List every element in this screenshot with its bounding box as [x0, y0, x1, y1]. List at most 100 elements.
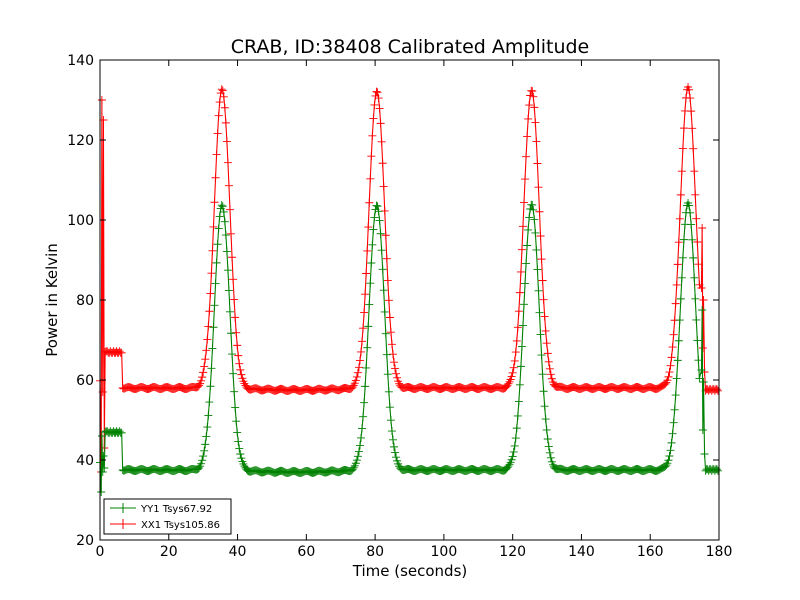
data-point-marker [390, 442, 399, 451]
data-point-marker [510, 356, 519, 365]
data-point-marker [546, 453, 555, 462]
data-point-marker [200, 362, 209, 371]
data-point-marker [541, 415, 550, 424]
data-point-marker [532, 245, 541, 254]
data-point-marker [372, 87, 381, 96]
data-point-marker [365, 198, 374, 207]
y-tick-label: 40 [76, 453, 94, 469]
data-point-marker [534, 183, 543, 192]
data-point-marker [698, 224, 707, 232]
y-tick-label: 80 [76, 293, 94, 309]
data-point-marker [228, 253, 237, 262]
data-point-marker [355, 356, 364, 365]
data-point-marker [523, 241, 532, 250]
data-point-marker [698, 306, 707, 314]
data-point-marker [677, 167, 686, 176]
data-point-marker [239, 459, 248, 468]
data-point-marker [208, 344, 217, 353]
data-point-marker [232, 328, 241, 337]
data-point-marker [218, 202, 227, 211]
data-point-marker [675, 316, 684, 325]
data-point-marker [388, 350, 397, 359]
data-point-marker [670, 405, 679, 414]
data-point-marker [201, 440, 210, 449]
data-point-marker [392, 369, 401, 378]
y-axis-label: Power in Kelvin [43, 243, 61, 357]
data-point-marker [671, 299, 680, 308]
series-yy1 [96, 199, 722, 496]
data-point-marker [357, 347, 366, 356]
data-point-marker [115, 427, 124, 436]
data-point-marker [691, 294, 700, 303]
data-point-marker [510, 441, 519, 450]
data-point-marker [513, 323, 522, 332]
data-point-marker [207, 269, 216, 278]
data-point-marker [222, 247, 231, 256]
data-point-marker [543, 349, 552, 358]
data-point-marker [198, 373, 207, 382]
data-point-marker [695, 280, 704, 289]
data-point-marker [668, 343, 677, 352]
data-point-marker [359, 412, 368, 421]
data-point-marker [360, 308, 369, 317]
data-point-marker [513, 411, 522, 420]
data-point-marker [528, 87, 537, 96]
legend-label-yy1: YY1 Tsys67.92 [140, 504, 212, 515]
data-point-marker [374, 207, 383, 216]
data-point-marker [364, 322, 373, 331]
data-point-marker [353, 368, 362, 377]
data-point-marker [518, 222, 527, 231]
data-point-marker [373, 202, 382, 211]
data-point-marker [509, 363, 518, 372]
data-point-marker [662, 378, 671, 387]
data-point-marker [390, 358, 399, 367]
data-point-marker [677, 273, 686, 282]
data-point-marker [209, 323, 218, 332]
data-point-marker [363, 343, 372, 352]
data-point-marker [215, 98, 224, 107]
data-point-marker [365, 300, 374, 309]
data-point-marker [699, 296, 708, 304]
data-point-marker [543, 434, 552, 443]
data-point-marker [240, 462, 249, 471]
data-point-marker [537, 255, 546, 264]
data-point-marker [517, 245, 526, 254]
data-point-marker [690, 167, 699, 176]
data-point-marker [194, 382, 203, 391]
data-point-marker [385, 403, 394, 412]
data-point-marker [383, 276, 392, 285]
data-point-marker [235, 444, 244, 453]
tick-layer: 0 20 40 60 80 100 120 140 160 1802040608010012014… [67, 53, 732, 560]
data-point-marker [362, 269, 371, 278]
data-point-marker [693, 336, 702, 345]
data-point-marker [348, 383, 357, 392]
data-point-marker [205, 307, 214, 316]
data-point-marker [219, 207, 228, 216]
x-tick-label: 20 [160, 544, 178, 560]
data-point-marker [508, 452, 517, 461]
data-point-marker [376, 229, 385, 238]
data-point-marker [687, 107, 696, 116]
data-point-marker [536, 231, 545, 240]
data-point-marker [518, 321, 527, 330]
data-point-marker [236, 365, 245, 374]
data-point-marker [358, 337, 367, 346]
data-point-marker [207, 364, 216, 373]
data-point-marker [204, 411, 213, 420]
data-point-marker [358, 424, 367, 433]
data-point-marker [507, 455, 516, 464]
data-point-marker [234, 437, 243, 446]
data-point-marker [538, 370, 547, 379]
data-point-marker [678, 144, 687, 153]
data-point-marker [227, 329, 236, 338]
data-point-marker [203, 335, 212, 344]
data-point-marker [212, 258, 221, 267]
data-point-marker [538, 276, 547, 285]
data-point-marker [544, 357, 553, 366]
data-point-marker [516, 362, 525, 371]
data-point-marker [692, 315, 701, 324]
data-point-marker [512, 336, 521, 345]
data-point-marker [686, 208, 695, 217]
data-point-marker [213, 129, 222, 138]
data-point-marker [97, 96, 106, 104]
